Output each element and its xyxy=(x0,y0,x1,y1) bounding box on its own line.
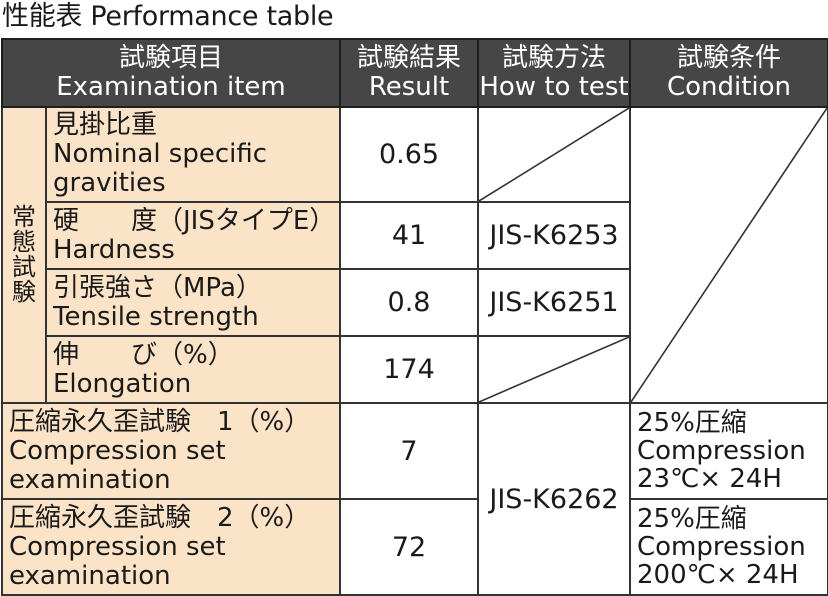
table-row: 伸 び（%） Elongation 174 xyxy=(2,335,828,404)
row-label-compression-set-1: 圧縮永久歪試験 1（%） Compression set examination xyxy=(1,402,341,500)
page-title: 性能表 Performance table xyxy=(2,1,334,32)
diagonal-slash xyxy=(479,337,629,402)
result-cell: 41 xyxy=(339,201,479,270)
diagonal-slash xyxy=(479,108,629,201)
row-label-ja: 圧縮永久歪試験 2（%） xyxy=(9,502,311,533)
result-cell: 0.8 xyxy=(339,268,479,337)
result-cell: 72 xyxy=(339,498,479,596)
table-row: 引張強さ（MPa） Tensile strength 0.8 JIS-K6251 xyxy=(2,268,828,337)
performance-table: 試験項目 Examination item 試験結果 Result 試験方法 H… xyxy=(1,38,828,596)
header-result-en: Result xyxy=(368,72,450,102)
condition-line: 25%圧縮 xyxy=(637,504,747,534)
result-cell: 0.65 xyxy=(339,106,479,203)
row-label-en: Tensile strength xyxy=(53,301,259,332)
group-normal-state-test: 常態試験 xyxy=(1,106,47,404)
method-empty-cell xyxy=(477,335,631,404)
row-label-elongation: 伸 び（%） Elongation xyxy=(45,335,341,404)
row-label-ja: 硬 度（JISタイプE） xyxy=(53,205,336,236)
row-label-en: Elongation xyxy=(53,368,192,399)
table-row: 硬 度（JISタイプE） Hardness 41 JIS-K6253 xyxy=(2,201,828,270)
method-cell: JIS-K6253 xyxy=(477,201,631,270)
row-label-specific-gravity: 見掛比重 Nominal specific gravities xyxy=(45,106,341,203)
method-empty-cell xyxy=(477,106,631,203)
row-label-ja: 見掛比重 xyxy=(53,110,158,140)
header-method-ja: 試験方法 xyxy=(501,43,606,73)
result-cell: 7 xyxy=(339,402,479,500)
row-label-tensile-strength: 引張強さ（MPa） Tensile strength xyxy=(45,268,341,337)
row-label-en: Compression set xyxy=(9,435,226,466)
header-condition-en: Condition xyxy=(666,72,792,102)
row-label-en: examination xyxy=(9,464,171,495)
condition-cell: 25%圧縮 Compression 23℃× 24H xyxy=(629,402,828,500)
condition-line: 23℃× 24H xyxy=(637,464,782,494)
table-row: 常態試験 見掛比重 Nominal specific gravities 0.6… xyxy=(1,106,828,404)
row-label-en: Hardness xyxy=(53,234,175,265)
header-condition-ja: 試験条件 xyxy=(676,43,781,73)
row-label-compression-set-2: 圧縮永久歪試験 2（%） Compression set examination xyxy=(1,498,341,596)
diagonal-slash xyxy=(631,108,827,402)
header-result-ja: 試験結果 xyxy=(356,43,461,73)
table-header-row: 試験項目 Examination item 試験結果 Result 試験方法 H… xyxy=(1,38,828,108)
method-cell: JIS-K6251 xyxy=(477,268,631,337)
group-label: 常態試験 xyxy=(12,203,36,306)
result-cell: 174 xyxy=(339,335,479,404)
row-label-hardness: 硬 度（JISタイプE） Hardness xyxy=(45,201,341,270)
header-condition: 試験条件 Condition xyxy=(629,38,828,108)
condition-line: 200℃× 24H xyxy=(637,560,799,590)
row-label-en: gravities xyxy=(53,168,166,198)
row-label-ja: 圧縮永久歪試験 1（%） xyxy=(9,406,311,437)
condition-cell: 25%圧縮 Compression 200℃× 24H xyxy=(629,498,828,596)
condition-line: Compression xyxy=(637,436,806,466)
condition-empty-cell xyxy=(629,106,828,404)
row-label-ja: 引張強さ（MPa） xyxy=(53,272,262,303)
row-label-en: Compression set xyxy=(9,531,226,562)
header-result: 試験結果 Result xyxy=(339,38,479,108)
header-method: 試験方法 How to test xyxy=(477,38,631,108)
condition-line: 25%圧縮 xyxy=(637,408,747,438)
condition-line: Compression xyxy=(637,532,806,562)
header-item-ja: 試験項目 xyxy=(118,43,223,73)
header-item-en: Examination item xyxy=(56,72,286,102)
row-label-en: examination xyxy=(9,560,171,591)
table-row: 圧縮永久歪試験 2（%） Compression set examination… xyxy=(1,498,828,596)
table-row: 圧縮永久歪試験 1（%） Compression set examination… xyxy=(1,402,828,596)
header-method-en: How to test xyxy=(479,72,629,102)
method-cell-compression: JIS-K6262 xyxy=(477,402,631,596)
row-label-ja: 伸 び（%） xyxy=(53,339,234,370)
row-label-en: Nominal specific xyxy=(53,139,268,169)
header-examination-item: 試験項目 Examination item xyxy=(1,38,341,108)
